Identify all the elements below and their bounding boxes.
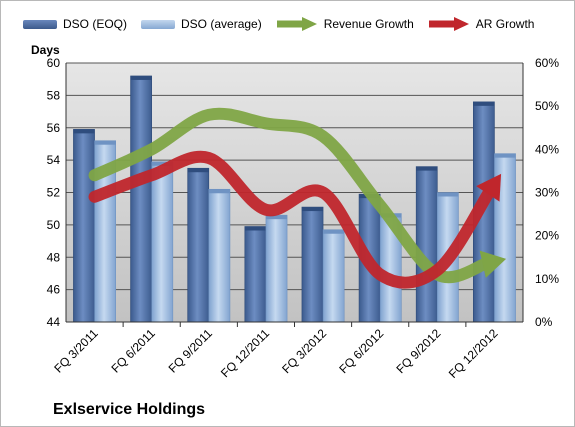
chart-legend: DSO (EOQ) DSO (average) Revenue Growth A… [23,13,548,35]
bar-top-dso-average [208,189,230,194]
legend-item-dso-average: DSO (average) [141,17,262,31]
legend-swatch-dso-eoq [23,19,57,29]
bar-dso-average [265,214,288,323]
y-tick-label: 44 [47,315,61,329]
y2-tick-label: 50% [535,99,559,113]
x-tick-label: FQ 6/2011 [108,326,158,376]
bar-dso-average [151,161,174,323]
bar-top-dso-average [265,215,288,220]
y2-tick-label: 0% [535,315,553,329]
legend-label-ar-growth: AR Growth [475,17,535,31]
x-tick-label: FQ 3/2011 [51,326,101,376]
y2-tick-label: 30% [535,186,559,200]
legend-label-revenue-growth: Revenue Growth [323,17,414,31]
x-tick-label: FQ 9/2011 [166,326,216,376]
bar-top-dso-average [437,192,459,197]
bar-top-dso-eoq [301,207,324,212]
legend-item-revenue-growth: Revenue Growth [276,17,414,31]
y-axis-unit-label: Days [31,43,60,57]
legend-item-dso-eoq: DSO (EOQ) [23,17,127,31]
bar-dso-eoq [415,166,438,323]
bar-dso-eoq [301,206,324,323]
y2-tick-label: 40% [535,142,559,156]
y-tick-label: 48 [47,250,61,264]
bar-dso-average [208,188,231,323]
bar-top-dso-average [323,229,345,234]
legend-label-dso-eoq: DSO (EOQ) [63,17,128,31]
y-tick-label: 52 [47,186,61,200]
y-tick-label: 56 [47,121,61,135]
y-tick-label: 58 [47,88,61,102]
legend-arrow-revenue-growth [276,17,317,31]
legend-arrow-ar-growth [428,17,469,31]
legend-swatch-dso-average [141,19,176,29]
x-tick-label: FQ 3/2012 [279,326,329,376]
bar-dso-average [322,229,345,323]
legend-label-dso-average: DSO (average) [181,17,262,31]
arrowhead-ar-growth [476,173,502,202]
bar-dso-eoq [244,226,267,323]
bar-top-dso-average [151,161,173,166]
y-tick-label: 46 [47,283,61,297]
x-tick-label: FQ 9/2012 [393,326,443,376]
y2-tick-label: 60% [535,56,559,70]
bar-dso-eoq [73,129,95,323]
bar-top-dso-average [494,153,516,158]
bar-dso-eoq [187,167,210,323]
bar-dso-eoq [130,75,152,323]
x-tick-label: FQ 12/2011 [218,326,272,380]
bar-top-dso-average [94,140,116,145]
line-revenue-growth [88,107,493,284]
x-tick-label: FQ 12/2012 [446,326,501,381]
bar-top-dso-eoq [130,75,152,80]
company-name: Exlservice Holdings [53,401,206,418]
bar-top-dso-eoq [187,168,209,173]
legend-item-ar-growth: AR Growth [428,17,535,31]
y-tick-label: 54 [47,153,61,167]
line-ar-growth [88,150,497,289]
bar-top-dso-eoq [244,226,266,231]
bar-top-dso-eoq [473,101,495,106]
y-tick-label: 60 [47,56,61,70]
arrowhead-revenue-growth [479,250,507,278]
x-tick-label: FQ 6/2012 [336,326,386,376]
y2-tick-label: 20% [535,229,559,243]
y2-tick-label: 10% [535,272,559,286]
y-tick-label: 50 [47,218,61,232]
bar-top-dso-eoq [73,129,95,134]
bar-top-dso-eoq [416,166,438,171]
